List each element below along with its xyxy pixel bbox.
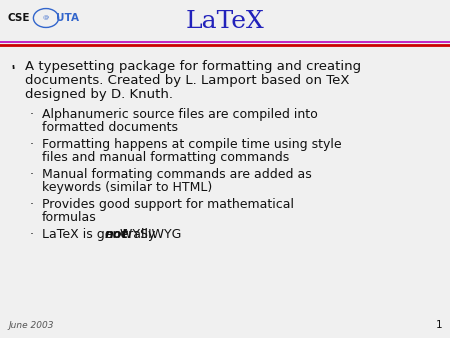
Text: ·: · xyxy=(30,228,34,241)
Text: WYSIWYG: WYSIWYG xyxy=(116,228,181,241)
Text: ·: · xyxy=(30,198,34,211)
Text: documents. Created by L. Lamport based on TeX: documents. Created by L. Lamport based o… xyxy=(25,74,350,87)
Text: ·: · xyxy=(30,108,34,121)
Text: LaTeX: LaTeX xyxy=(185,10,265,33)
Text: Formatting happens at compile time using style: Formatting happens at compile time using… xyxy=(42,138,342,151)
Text: ·: · xyxy=(30,168,34,181)
Text: not: not xyxy=(104,228,128,241)
Text: Provides good support for mathematical: Provides good support for mathematical xyxy=(42,198,294,211)
Text: June 2003: June 2003 xyxy=(8,321,54,330)
Text: Alphanumeric source files are compiled into: Alphanumeric source files are compiled i… xyxy=(42,108,318,121)
Text: formatted documents: formatted documents xyxy=(42,121,178,134)
Text: ·: · xyxy=(10,60,15,78)
Text: ·: · xyxy=(10,60,15,75)
Text: UTA: UTA xyxy=(56,13,79,23)
Text: LaTeX is generally: LaTeX is generally xyxy=(42,228,159,241)
Text: @: @ xyxy=(43,16,49,21)
Text: A typesetting package for formatting and creating: A typesetting package for formatting and… xyxy=(25,60,361,73)
Text: 1: 1 xyxy=(436,320,442,330)
Text: Manual formating commands are added as: Manual formating commands are added as xyxy=(42,168,312,181)
Text: CSE: CSE xyxy=(8,13,31,23)
Text: files and manual formatting commands: files and manual formatting commands xyxy=(42,151,289,164)
Text: ·: · xyxy=(30,138,34,151)
Text: designed by D. Knuth.: designed by D. Knuth. xyxy=(25,88,173,101)
Text: formulas: formulas xyxy=(42,211,97,224)
Text: keywords (similar to HTML): keywords (similar to HTML) xyxy=(42,181,212,194)
